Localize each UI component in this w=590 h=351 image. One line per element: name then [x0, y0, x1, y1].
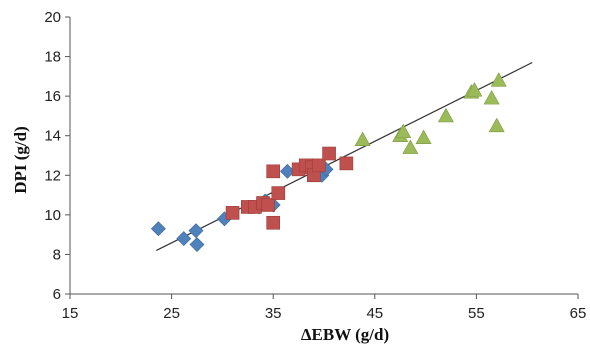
- y-tick-label: 6: [53, 286, 61, 303]
- data-points: [150, 72, 507, 252]
- square-point: [225, 206, 240, 220]
- diamond-point: [189, 237, 205, 252]
- y-tick-label: 18: [44, 49, 61, 66]
- triangle-point: [395, 123, 412, 139]
- square-point: [322, 146, 336, 161]
- triangle-point: [488, 117, 505, 133]
- x-axis-title: ΔEBW (g/d): [301, 325, 389, 344]
- y-tick-label: 8: [53, 246, 61, 263]
- y-tick-label: 16: [44, 88, 61, 105]
- square-point: [312, 158, 326, 173]
- x-tick-label: 35: [265, 305, 282, 322]
- x-tick-label: 15: [62, 305, 79, 322]
- x-tick-label: 45: [366, 305, 383, 322]
- y-tick-label: 20: [44, 9, 61, 26]
- square-point: [261, 198, 275, 212]
- diamond-point: [188, 223, 204, 239]
- triangle-point: [437, 107, 454, 123]
- y-tick-label: 14: [44, 128, 61, 145]
- y-axis-title: DPI (g/d): [11, 126, 30, 194]
- triangle-point: [415, 129, 432, 144]
- square-point: [339, 156, 354, 171]
- x-tick-label: 25: [163, 305, 180, 322]
- x-tick-label: 65: [570, 305, 587, 322]
- square-point: [266, 215, 281, 230]
- triangle-point: [402, 139, 419, 154]
- triangle-point: [354, 131, 371, 146]
- axes: [65, 16, 579, 299]
- y-tick-label: 12: [44, 167, 61, 184]
- diamond-point: [150, 221, 166, 237]
- square-point: [266, 164, 281, 179]
- y-tick-label: 10: [44, 207, 61, 224]
- tick-labels: 6 8 10 12 14 16 18 20 15 25 35 45 55 65: [44, 9, 586, 322]
- triangle-point: [483, 90, 500, 105]
- triangle-point: [466, 82, 483, 97]
- diamond-point: [176, 231, 192, 247]
- triangle-point: [490, 72, 507, 87]
- x-tick-label: 55: [468, 305, 485, 322]
- square-point: [271, 186, 286, 200]
